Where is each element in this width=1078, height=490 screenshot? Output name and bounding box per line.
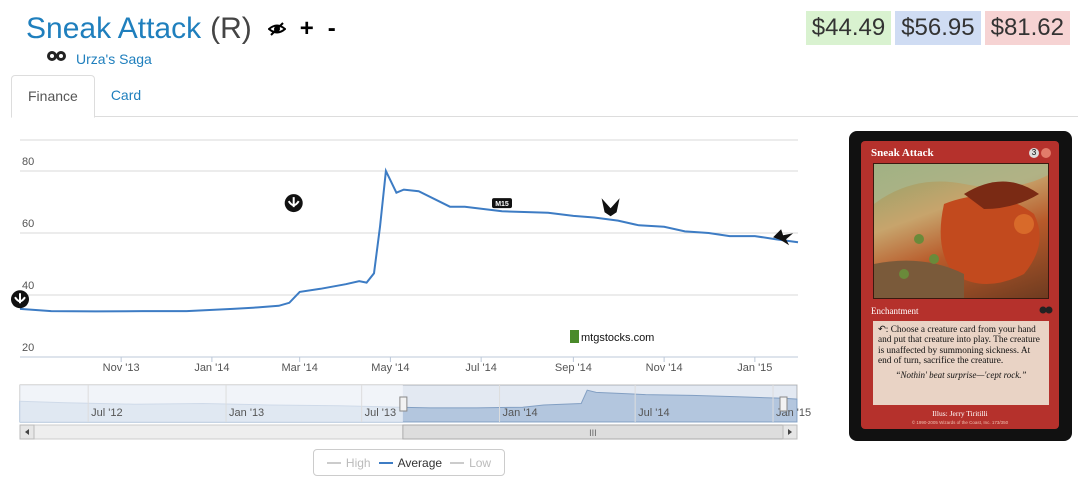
y-tick-label: 60 xyxy=(22,218,34,230)
card-image-rules: ↶: Choose a creature card from your hand… xyxy=(878,325,1040,366)
set-row: Urza's Saga xyxy=(46,49,152,68)
x-tick-label: Jan '15 xyxy=(737,362,772,374)
navigator-handle[interactable] xyxy=(399,396,408,412)
card-title-row: Sneak Attack (R) + - xyxy=(26,8,336,50)
navigator-unselected-mask xyxy=(20,385,403,422)
card-image-textbox: ↶: Choose a creature card from your hand… xyxy=(873,321,1049,405)
card-rarity: (R) xyxy=(210,12,252,45)
navigator-tick-label: Jul '13 xyxy=(365,407,396,419)
x-tick-label: Sep '14 xyxy=(555,362,592,374)
hide-icon[interactable] xyxy=(267,21,286,37)
card-image-legal: © 1990-2005 Wizards of the Coast, Inc. 1… xyxy=(911,420,1009,425)
navigator-tick-label: Jan '13 xyxy=(229,407,264,419)
x-tick-label: Nov '13 xyxy=(103,362,140,374)
average-price: $56.95 xyxy=(895,11,981,45)
navigator-tick-label: Jul '12 xyxy=(91,407,122,419)
fate-reforged-set-icon xyxy=(773,229,794,246)
card-image-type: Enchantment xyxy=(871,306,919,316)
legend-item-average[interactable]: Average xyxy=(378,455,443,470)
legend-label-high: High xyxy=(345,455,371,470)
card-image-face: Sneak Attack 3 Enchantment xyxy=(861,141,1059,429)
set-symbol-icon-mark xyxy=(287,197,300,208)
series-line-average xyxy=(19,167,799,313)
scrollbar-grip-icon: III xyxy=(589,428,597,438)
card-artwork xyxy=(873,163,1049,299)
legend-label-low: Low xyxy=(469,455,492,470)
x-tick-label: Jan '14 xyxy=(194,362,229,374)
price-summary: $44.49 $56.95 $81.62 xyxy=(805,11,1070,45)
legend-item-high[interactable]: High xyxy=(326,455,371,470)
card-image-typeline: Enchantment xyxy=(871,304,1053,318)
khans-set-icon xyxy=(601,198,620,217)
mtgstocks-logo-icon xyxy=(570,330,579,343)
y-tick-label: 40 xyxy=(22,280,34,292)
khans-set-icon-shape xyxy=(601,198,620,217)
set-symbol-icon xyxy=(1039,302,1053,320)
card-image-title: Sneak Attack xyxy=(871,147,934,159)
x-tick-label: Nov '14 xyxy=(646,362,683,374)
legend-label-average: Average xyxy=(397,455,443,470)
set-symbol-icon xyxy=(284,194,303,213)
card-name: Sneak Attack xyxy=(26,12,202,45)
card-image-illustrator: Illus: Jerry Tiritilli xyxy=(932,409,988,418)
low-price: $44.49 xyxy=(805,11,892,45)
tab-card[interactable]: Card xyxy=(110,87,142,103)
mana-generic-icon: 3 xyxy=(1029,148,1039,158)
tab-finance[interactable]: Finance xyxy=(11,75,95,118)
m15-set-icon-text: M15 xyxy=(495,201,509,208)
mtgstocks-watermark: mtgstocks.com xyxy=(570,330,654,344)
arrow-left-icon xyxy=(25,429,29,435)
mtgstocks-watermark-text: mtgstocks.com xyxy=(581,332,654,344)
card-image-mana: 3 xyxy=(1029,148,1051,158)
price-chart-svg: 20 40 60 80 Nov '13 Jan '14 Mar '14 May '14 Jul … xyxy=(11,139,811,440)
m15-set-icon-body xyxy=(492,198,512,209)
chart-legend: High Average Low xyxy=(313,449,505,476)
set-name-link[interactable]: Urza's Saga xyxy=(76,50,152,67)
card-image: Sneak Attack 3 Enchantment xyxy=(849,131,1072,441)
x-tick-label: Jul '14 xyxy=(465,362,496,374)
navigator-tick-label: Jan '14 xyxy=(503,407,538,419)
set-symbol-icon xyxy=(11,290,29,309)
remove-icon[interactable]: - xyxy=(327,15,336,42)
navigator-handle[interactable] xyxy=(779,396,788,412)
mana-red-icon xyxy=(1041,148,1051,158)
navigator-tick-label: Jul '14 xyxy=(638,407,669,419)
tab-bar: Finance Card xyxy=(11,75,1078,118)
arrow-right-icon xyxy=(788,429,792,435)
fate-reforged-set-icon-shape xyxy=(773,229,794,246)
add-icon[interactable]: + xyxy=(299,15,314,42)
price-chart: 20 40 60 80 Nov '13 Jan '14 Mar '14 May '14 Jul … xyxy=(0,118,820,490)
legend-item-low[interactable]: Low xyxy=(450,456,491,470)
x-tick-label: May '14 xyxy=(371,362,409,374)
card-image-flavor: “Nothin' beat surprise—'cept rock.” xyxy=(895,370,1027,381)
card-image-titlebar: Sneak Attack 3 xyxy=(871,145,1051,161)
set-symbol-icon-mark xyxy=(14,293,26,304)
urzas-saga-set-icon xyxy=(46,49,68,68)
navigator-selected-range xyxy=(402,385,797,422)
high-price: $81.62 xyxy=(984,11,1070,45)
x-tick-label: Mar '14 xyxy=(281,362,317,374)
y-tick-label: 20 xyxy=(22,342,34,354)
y-tick-label: 80 xyxy=(22,156,34,168)
m15-set-icon: M15 xyxy=(492,198,512,209)
